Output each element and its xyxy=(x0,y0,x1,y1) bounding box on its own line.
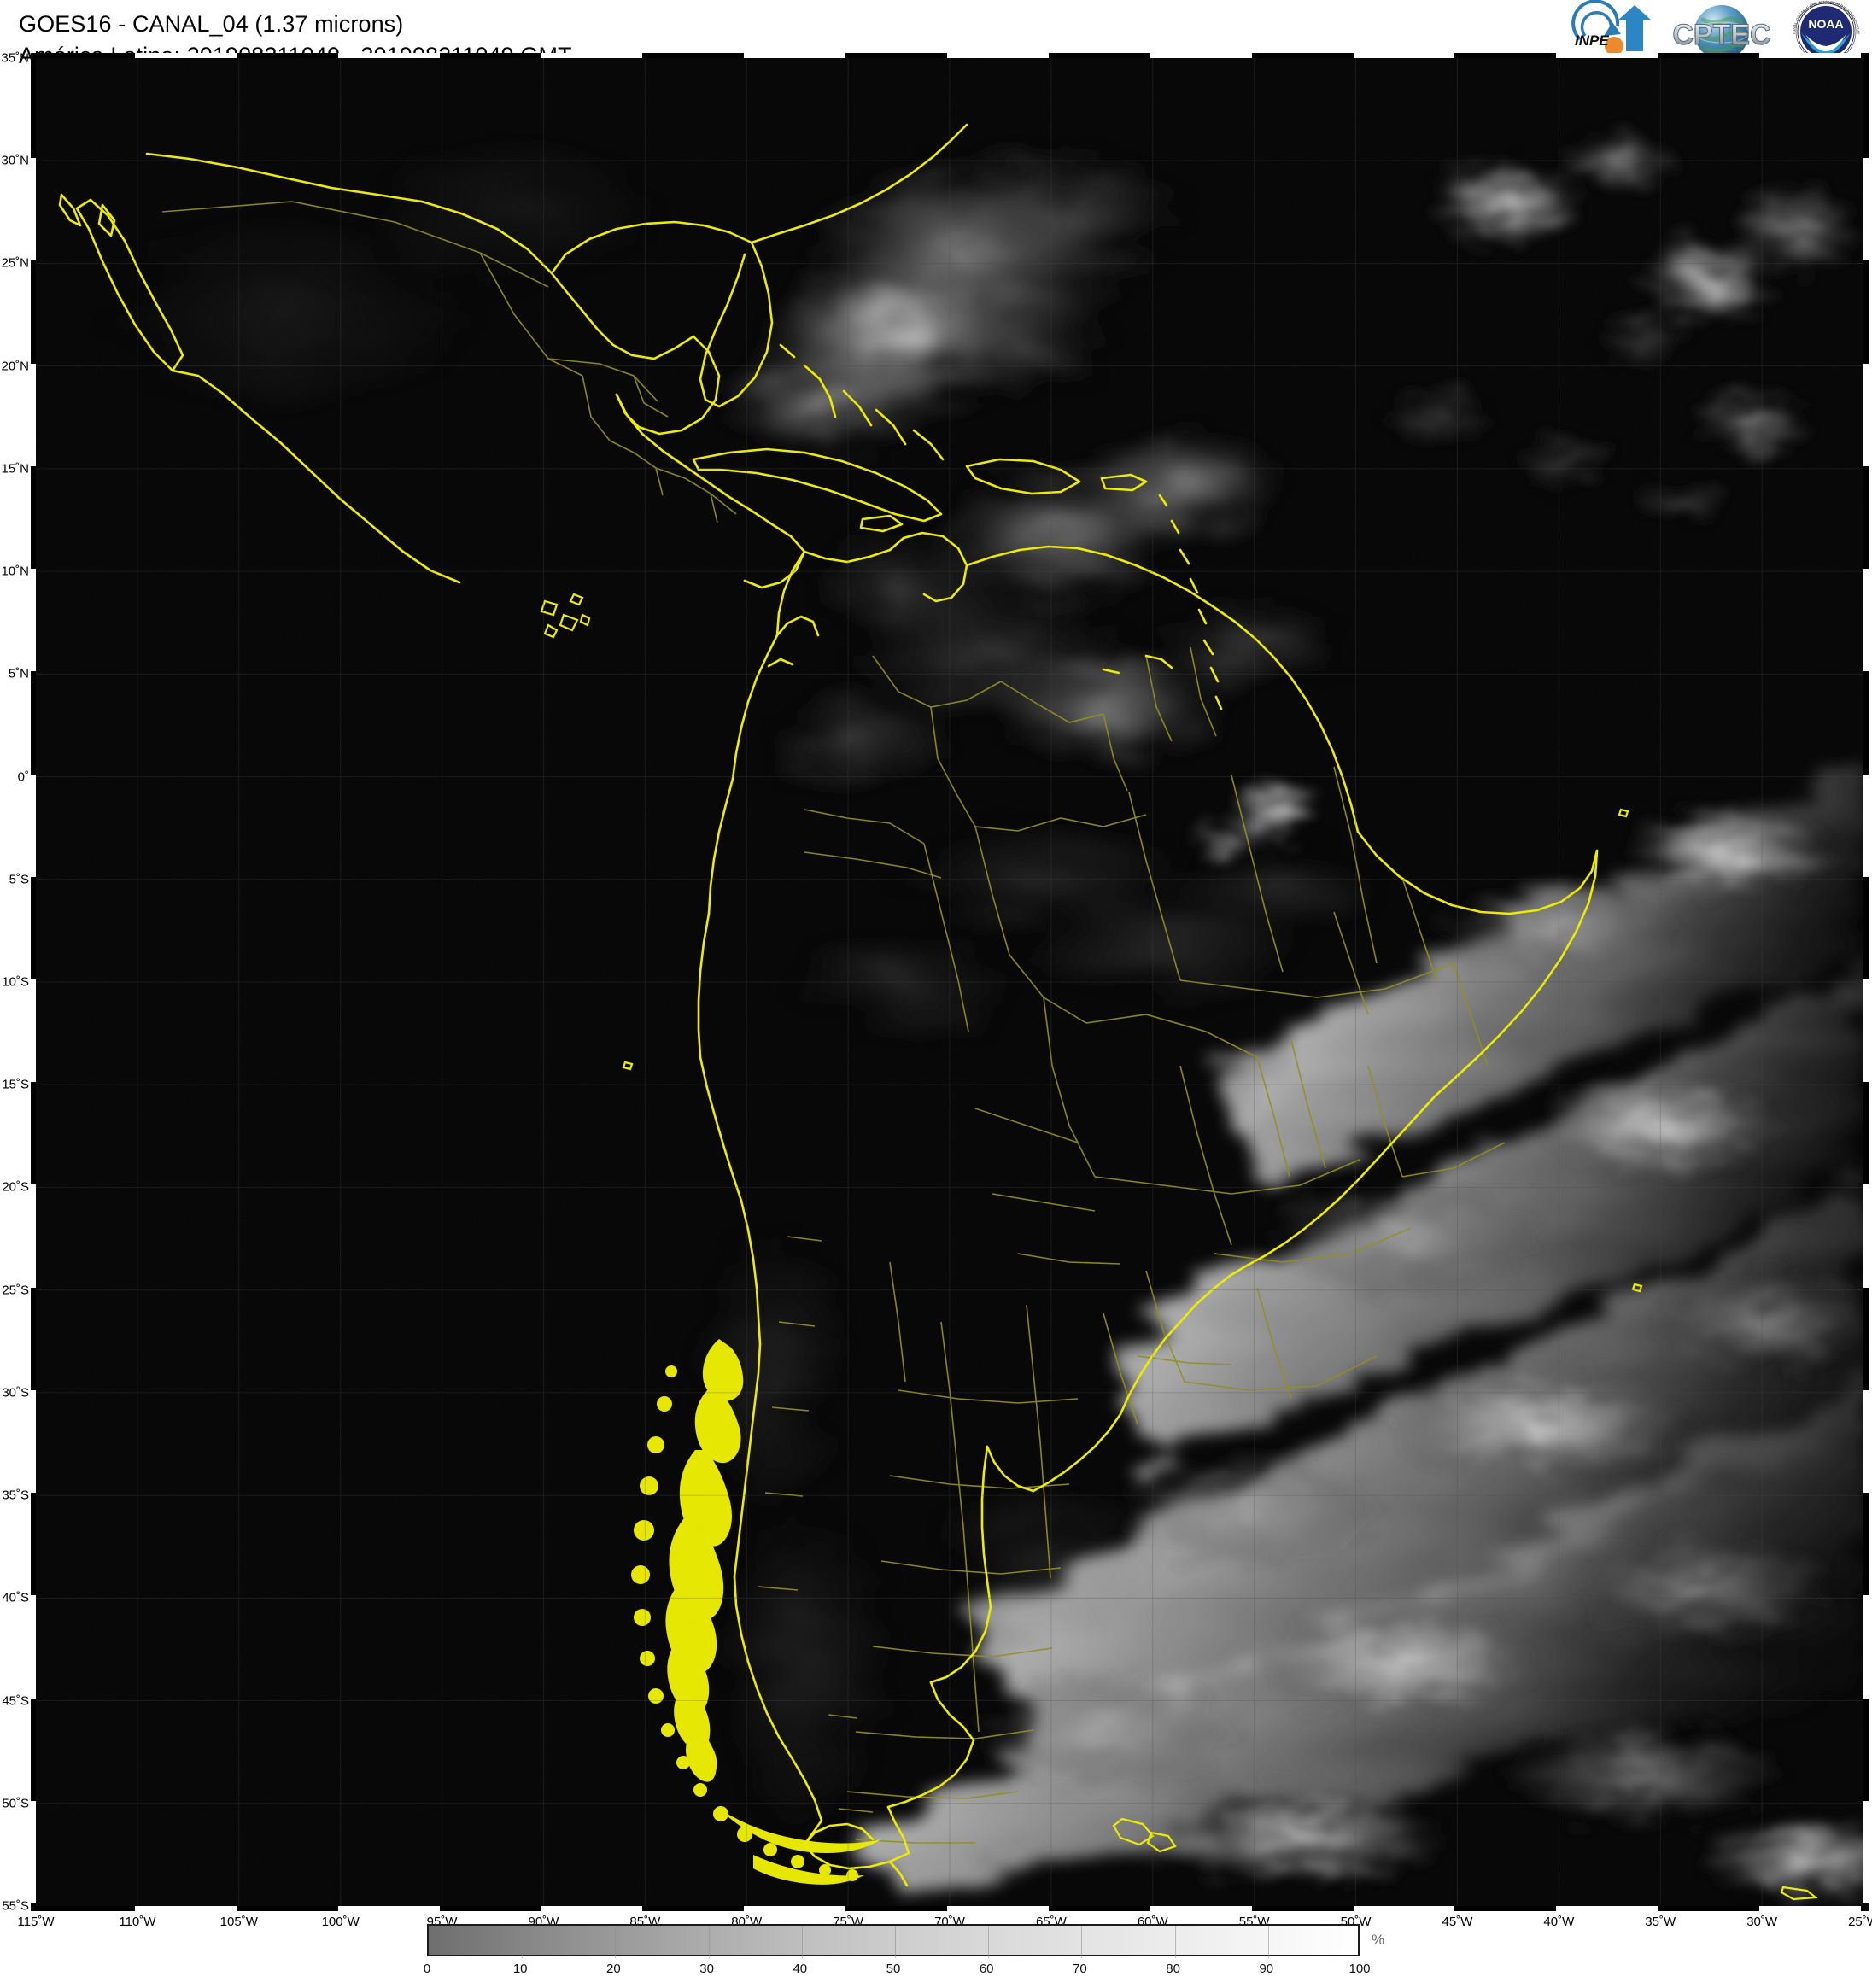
inpe-logo: INPE xyxy=(1554,0,1657,61)
colorbar-tick-label: 20 xyxy=(606,1962,621,1976)
lat-tick-label: 25˚S xyxy=(2,1283,29,1298)
colorbar-tick-label: 70 xyxy=(1073,1962,1087,1976)
border-tick xyxy=(337,1906,440,1911)
border-tick xyxy=(1863,1595,1869,1699)
lat-tick-label: 15˚N xyxy=(1,461,29,477)
lat-tick-label: 20˚N xyxy=(1,359,29,374)
satellite-map[interactable] xyxy=(31,53,1869,1911)
colorbar-separator xyxy=(708,1926,710,1958)
colorbar-tick-label: 10 xyxy=(512,1962,528,1976)
border-tick xyxy=(541,53,643,58)
colorbar-separator xyxy=(988,1926,990,1958)
colorbar-tick-label: 50 xyxy=(886,1962,901,1976)
border-tick xyxy=(1863,363,1869,466)
border-tick xyxy=(1353,1906,1455,1911)
lat-tick-label: 5˚S xyxy=(9,872,29,887)
colorbar-separator xyxy=(1174,1926,1176,1958)
border-tick xyxy=(31,158,36,261)
border-tick xyxy=(1863,1800,1869,1903)
border-tick xyxy=(947,53,1049,58)
border-tick xyxy=(1759,53,1861,58)
colorbar-gradient xyxy=(427,1924,1360,1958)
lon-tick-label: 40˚W xyxy=(1543,1915,1575,1929)
colorbar-unit: % xyxy=(1372,1932,1385,1948)
colorbar-separator xyxy=(1081,1926,1083,1958)
lat-tick-label: 20˚S xyxy=(2,1179,29,1195)
noaa-logo-text: NOAA xyxy=(1808,17,1843,31)
logo-group: INPE xyxy=(1554,0,1865,61)
border-tick xyxy=(1863,979,1869,1083)
page-title: GOES16 - CANAL_04 (1.37 microns) xyxy=(19,11,404,37)
colorbar-legend: % 0 10 20 30 40 50 60 70 80 90 100 xyxy=(423,1924,1426,1977)
cptec-logo: CPTEC xyxy=(1670,0,1773,61)
border-tick xyxy=(1150,1906,1252,1911)
border-tick xyxy=(744,53,846,58)
colorbar-tick-label: 0 xyxy=(423,1962,431,1976)
border-tick xyxy=(1556,1906,1658,1911)
lon-tick-label: 105˚W xyxy=(219,1915,258,1929)
colorbar-tick-label: 60 xyxy=(979,1962,994,1976)
border-tick xyxy=(1150,53,1252,58)
sensor-noise xyxy=(36,58,1863,1906)
border-tick xyxy=(947,1906,1049,1911)
lat-tick-label: 40˚S xyxy=(2,1590,29,1605)
lat-tick-label: 5˚N xyxy=(8,666,29,681)
lon-tick-label: 100˚W xyxy=(321,1915,360,1929)
border-tick xyxy=(31,569,36,672)
lat-tick-label: 15˚S xyxy=(2,1077,29,1092)
lon-tick-label: 115˚W xyxy=(17,1915,55,1929)
lat-tick-label: 35˚S xyxy=(2,1488,29,1503)
border-tick xyxy=(31,979,36,1083)
colorbar-tick-label: 30 xyxy=(699,1962,714,1976)
border-tick xyxy=(31,774,36,877)
border-tick xyxy=(541,1906,643,1911)
border-tick xyxy=(1863,569,1869,672)
border-tick xyxy=(31,363,36,466)
colorbar-separator xyxy=(801,1926,803,1958)
map-canvas[interactable] xyxy=(36,58,1863,1906)
border-tick xyxy=(1863,1184,1869,1288)
border-tick xyxy=(1353,53,1455,58)
inpe-logo-text: INPE xyxy=(1575,32,1609,49)
lat-tick-label: 45˚S xyxy=(2,1693,29,1709)
noaa-logo: NOAA NATIONAL OCEANIC AND ATMOSPHERIC AD… xyxy=(1787,0,1865,61)
colorbar-separator xyxy=(522,1926,524,1958)
border-tick xyxy=(337,53,440,58)
lat-tick-label: 35˚N xyxy=(1,50,29,66)
border-tick xyxy=(1863,158,1869,261)
colorbar-tick-label: 80 xyxy=(1166,1962,1180,1976)
colorbar-tick-label: 90 xyxy=(1259,1962,1274,1976)
border-tick xyxy=(744,1906,846,1911)
colorbar-separator xyxy=(1267,1926,1269,1958)
border-tick xyxy=(31,1800,36,1903)
lat-tick-label: 10˚S xyxy=(2,974,29,990)
border-tick xyxy=(134,53,237,58)
colorbar-tick-label: 40 xyxy=(793,1962,808,1976)
lat-tick-label: 25˚N xyxy=(1,255,29,271)
lat-tick-label: 30˚N xyxy=(1,153,29,168)
lon-tick-label: 25˚W xyxy=(1848,1915,1872,1929)
lat-tick-label: 55˚S xyxy=(2,1898,29,1914)
colorbar-tick-label: 100 xyxy=(1348,1962,1371,1976)
border-tick xyxy=(1863,1389,1869,1494)
lon-tick-label: 30˚W xyxy=(1746,1915,1778,1929)
border-tick xyxy=(134,1906,237,1911)
lon-tick-label: 45˚W xyxy=(1442,1915,1473,1929)
border-tick xyxy=(1863,774,1869,877)
lon-tick-label: 110˚W xyxy=(119,1915,156,1929)
colorbar-separator xyxy=(895,1926,896,1958)
border-tick xyxy=(1556,53,1658,58)
border-tick xyxy=(31,1595,36,1699)
lat-tick-label: 50˚S xyxy=(2,1796,29,1811)
lon-tick-label: 35˚W xyxy=(1645,1915,1676,1929)
border-tick xyxy=(1759,1906,1861,1911)
border-tick xyxy=(31,1184,36,1288)
cptec-logo-text: CPTEC xyxy=(1672,19,1770,51)
border-tick xyxy=(31,1389,36,1494)
lat-tick-label: 30˚S xyxy=(2,1385,29,1400)
lat-tick-label: 0˚ xyxy=(17,769,29,785)
lat-tick-label: 10˚N xyxy=(1,564,29,579)
colorbar-separator xyxy=(615,1926,617,1958)
